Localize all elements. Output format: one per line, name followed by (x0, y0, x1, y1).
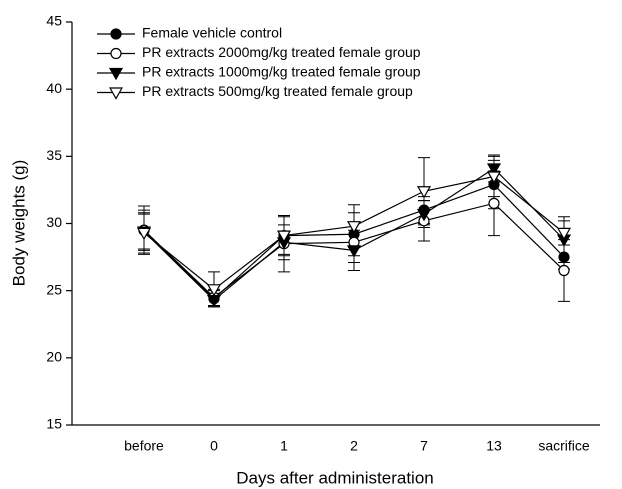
data-point (486, 163, 502, 176)
data-point (488, 197, 500, 209)
x-tick-label: 7 (420, 438, 428, 454)
data-point (558, 251, 570, 263)
y-tick-label: 15 (46, 416, 62, 432)
data-point (416, 186, 432, 199)
legend-label: Female vehicle control (142, 25, 282, 41)
x-tick-label: 2 (350, 438, 358, 454)
legend-marker (108, 87, 124, 100)
y-tick-label: 40 (46, 80, 62, 96)
y-tick-label: 20 (46, 349, 62, 365)
data-point (556, 227, 572, 241)
y-tick-label: 25 (46, 281, 62, 297)
x-tick-label: 0 (210, 438, 218, 454)
y-tick-label: 30 (46, 214, 62, 230)
data-point (206, 284, 222, 297)
y-tick-label: 45 (46, 13, 62, 29)
data-point (276, 230, 292, 243)
x-axis-label: Days after administeration (236, 468, 433, 487)
data-point (558, 264, 570, 277)
data-point (346, 245, 362, 258)
y-axis-label: Body weights (g) (9, 160, 28, 287)
x-tick-label: 13 (486, 438, 502, 454)
data-point (416, 208, 432, 222)
legend-label: PR extracts 2000mg/kg treated female gro… (142, 44, 421, 60)
legend-marker (110, 28, 122, 40)
x-tick-label: 1 (280, 438, 288, 454)
legend-marker (110, 47, 122, 60)
data-point (346, 221, 362, 234)
x-tick-label: before (124, 438, 164, 454)
x-tick-label: sacrifice (538, 438, 590, 454)
legend-marker (108, 67, 124, 81)
y-tick-label: 35 (46, 147, 62, 163)
data-point (486, 171, 502, 184)
legend-label: PR extracts 1000mg/kg treated female gro… (142, 64, 421, 80)
legend-label: PR extracts 500mg/kg treated female grou… (142, 83, 413, 99)
data-point (136, 227, 152, 241)
